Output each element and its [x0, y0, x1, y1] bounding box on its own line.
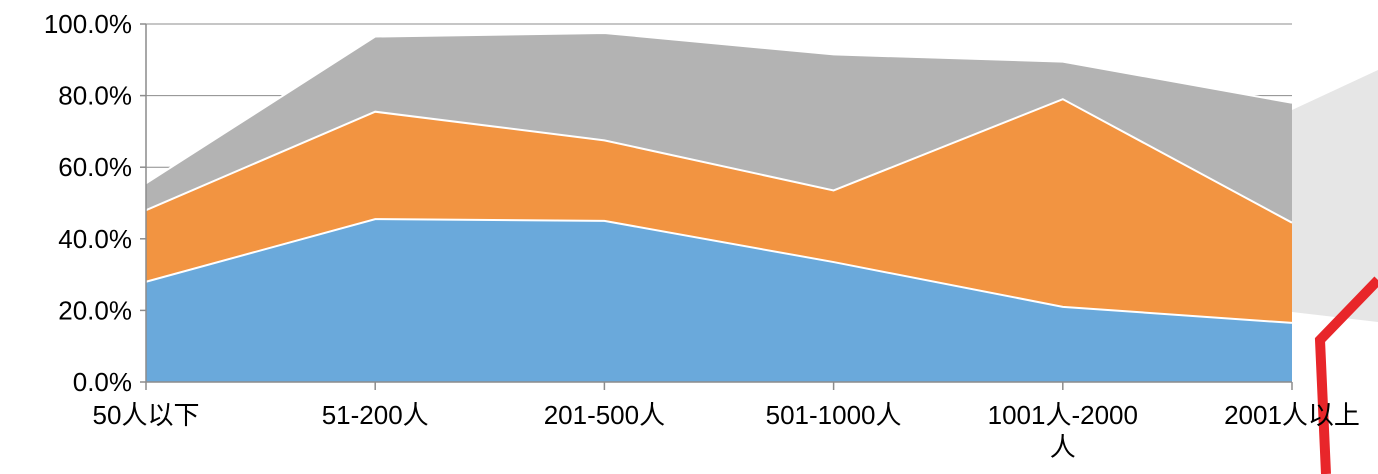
y-tick-label-0: 0.0% — [73, 367, 132, 397]
x-tick-label-1: 51-200人 — [322, 400, 429, 430]
x-tick-label-3: 501-1000人 — [766, 400, 902, 430]
y-tick-label-1: 20.0% — [58, 295, 132, 325]
x-tick-label-2: 201-500人 — [544, 400, 665, 430]
x-tick-label-0: 50人以下 — [93, 400, 200, 430]
x-tick-label-4: 1001人-2000 人 — [988, 400, 1138, 462]
area-series-2-top-edge — [145, 31, 1293, 185]
y-tick-label-3: 60.0% — [58, 152, 132, 182]
area-series-1-top-edge — [145, 98, 1293, 224]
area-series-0-top-edge — [145, 218, 1293, 324]
y-tick-label-4: 80.0% — [58, 81, 132, 111]
y-tick-label-5: 100.0% — [44, 9, 132, 39]
watermark-decoration — [1292, 70, 1378, 474]
area-series-1 — [146, 99, 1292, 323]
area-series-0 — [146, 219, 1292, 382]
y-tick-label-2: 40.0% — [58, 224, 132, 254]
x-tick-label-5: 2001人以上 — [1224, 400, 1360, 430]
area-series-2 — [146, 32, 1292, 223]
